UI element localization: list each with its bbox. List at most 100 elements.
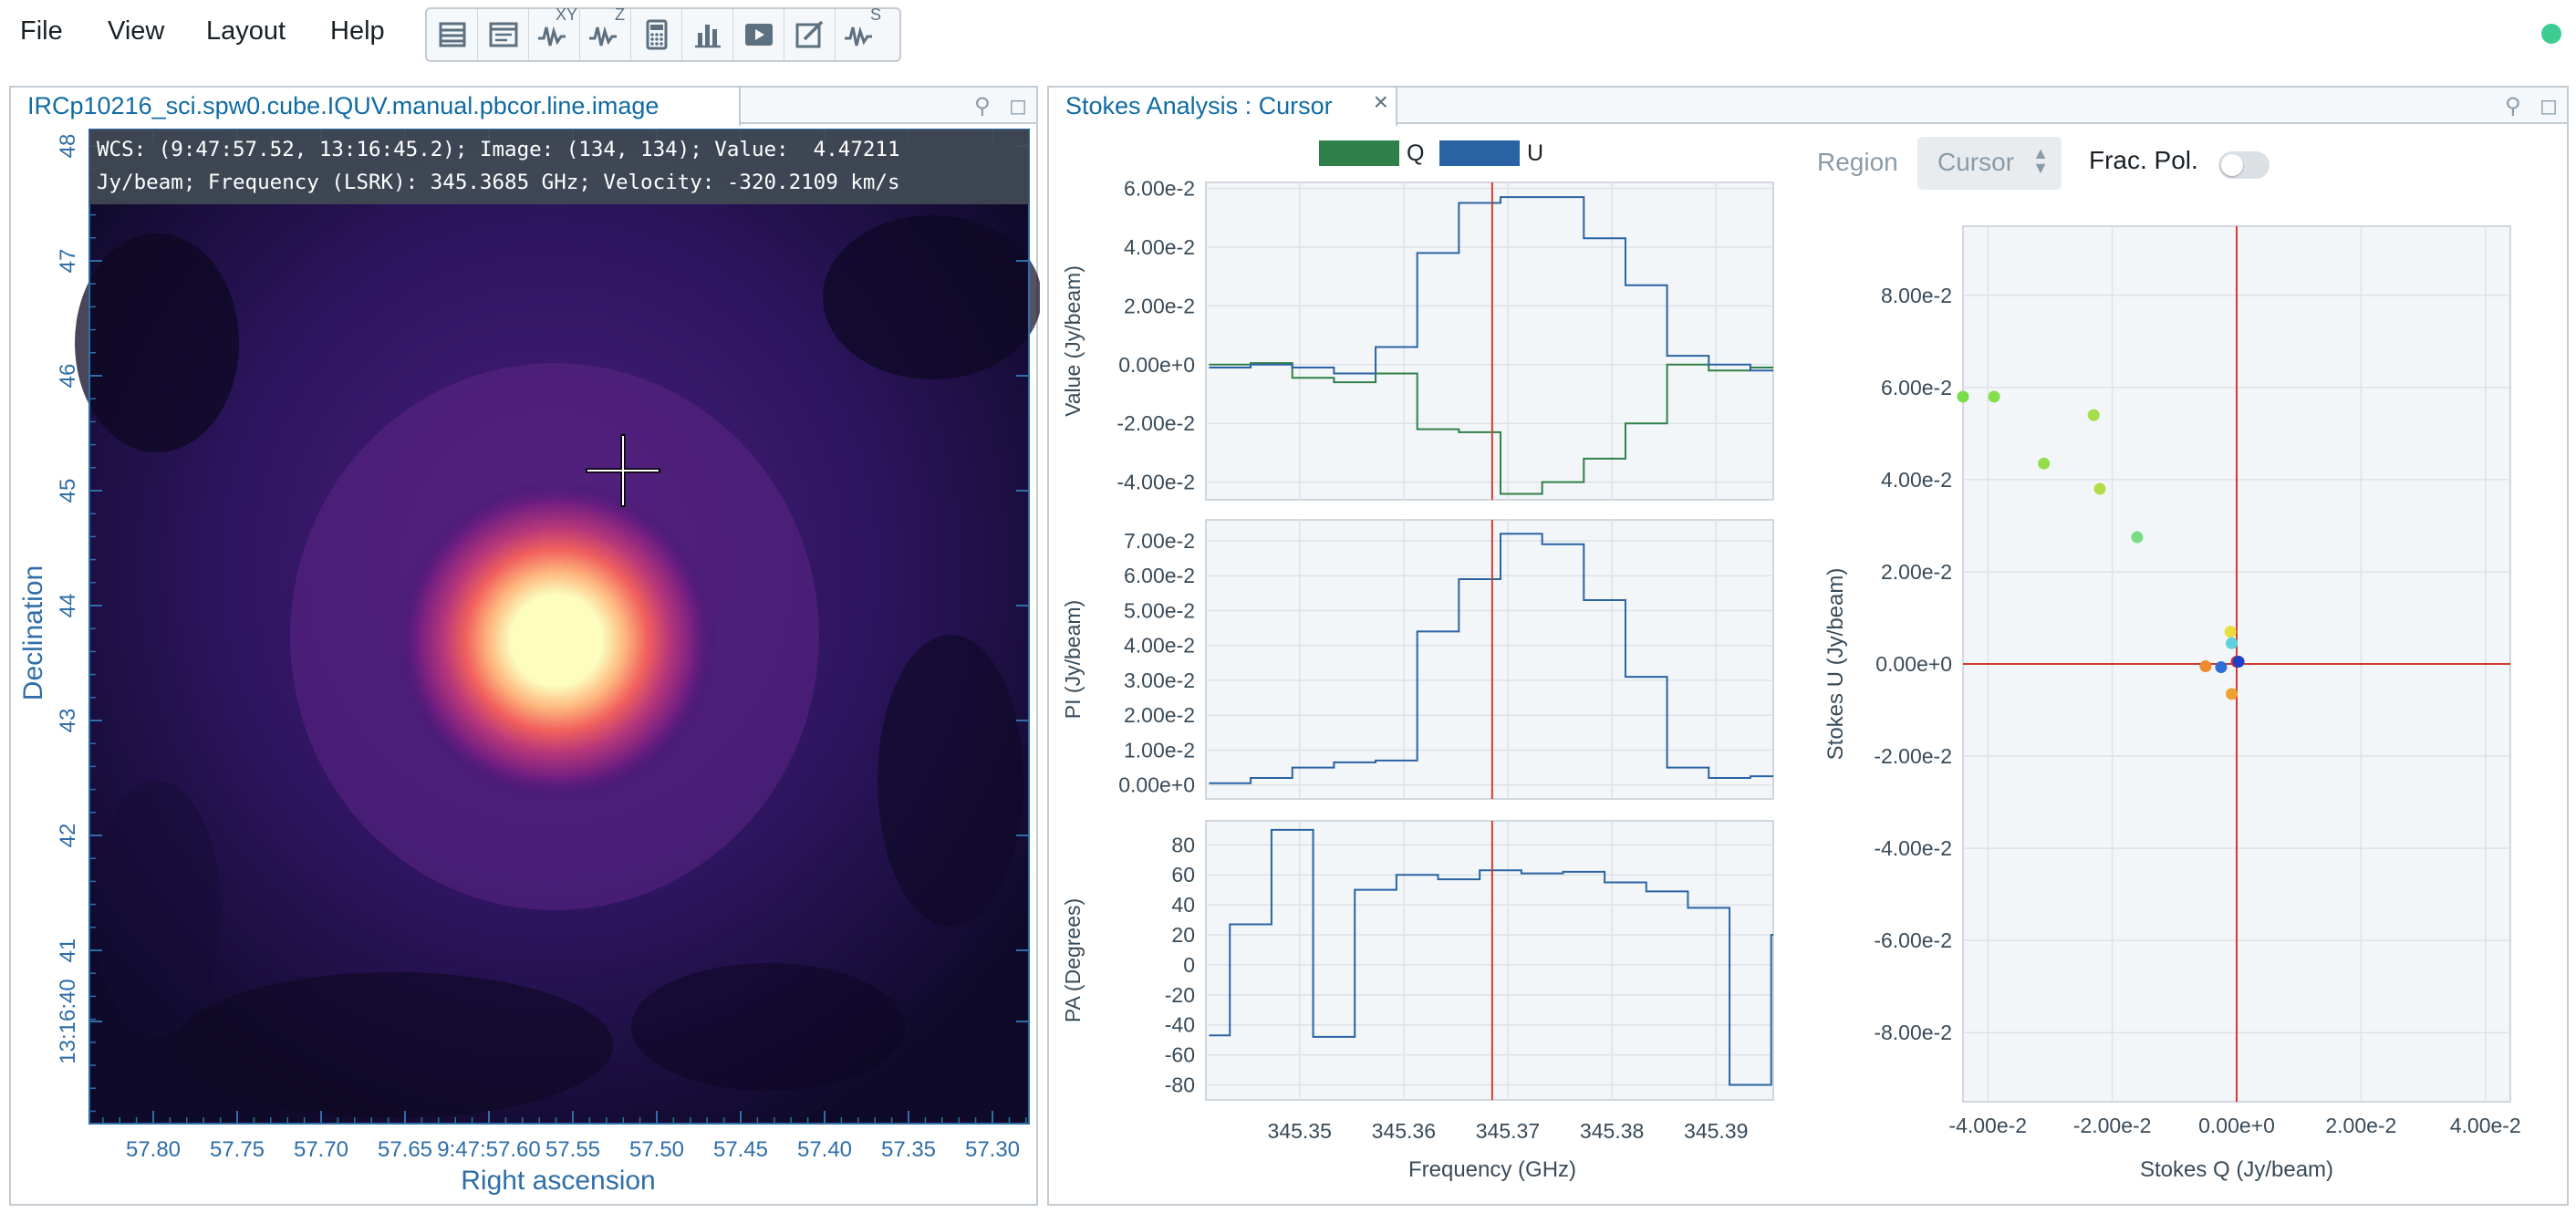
- spectral-profiler-icon: [588, 26, 617, 47]
- frac-pol-toggle[interactable]: [2218, 151, 2270, 179]
- legend-swatch-q: [1319, 140, 1399, 166]
- region-select[interactable]: Cursor ▲ ▼: [1917, 137, 2062, 190]
- stokes-maximize-icon[interactable]: ◻: [2540, 94, 2558, 119]
- stokes-pin-icon[interactable]: ⚲: [2505, 94, 2521, 119]
- layers-icon: [439, 22, 465, 47]
- polarized-intensity-plot[interactable]: 7.00e-2 6.00e-2 5.00e-2 4.00e-2 3.00e-2 2.00e…: [1061, 519, 1774, 800]
- stokes-value-plot[interactable]: 6.00e-2 4.00e-2 2.00e-2 0.00e+0 -2.00e-2 -4.0…: [1061, 176, 1774, 501]
- y-tick-label: 2.00e-2: [1124, 703, 1195, 727]
- y-tick-label: 46: [56, 364, 80, 389]
- image-viewer-tab[interactable]: IRCp10216_sci.spw0.cube.IQUV.manual.pbco…: [9, 86, 741, 126]
- layers-button[interactable]: [427, 9, 478, 60]
- connection-status-indicator: [2541, 24, 2561, 44]
- y-tick-label: -2.00e-2: [1117, 411, 1195, 435]
- stokes-charts: 6.00e-2 4.00e-2 2.00e-2 0.00e+0 -2.00e-2 -4.0…: [1061, 176, 2521, 1182]
- spatial-profiler-icon: [537, 26, 566, 47]
- x-tick-label: 57.40: [797, 1137, 852, 1162]
- s-superscript: S: [869, 5, 881, 24]
- y-tick-label: 42: [56, 824, 80, 848]
- scatter-point: [2199, 660, 2212, 673]
- menu-help[interactable]: Help: [330, 16, 385, 46]
- spectral-profiler-button[interactable]: Z: [580, 5, 631, 60]
- xy-superscript: XY: [555, 5, 577, 24]
- y-tick-label: -4.00e-2: [1117, 471, 1195, 494]
- legend-label-u: U: [1527, 140, 1544, 166]
- x-tick-label: 57.35: [881, 1137, 936, 1162]
- y-tick-label: 4.00e-2: [1124, 634, 1195, 658]
- y-tick-label: -20: [1165, 983, 1195, 1007]
- stokes-analysis-button[interactable]: S: [836, 5, 887, 60]
- series-line-q: [1209, 362, 1773, 495]
- scatter-y-tick-label: 4.00e-2: [1881, 468, 1952, 492]
- y-tick-label: 3.00e-2: [1124, 669, 1195, 692]
- stokes-qu-scatter-plot[interactable]: -4.00e-2 -2.00e-2 0.00e+0 2.00e-2 4.00e-2 8.0…: [1874, 225, 2521, 1137]
- image-list-icon: [489, 22, 517, 47]
- x-tick-label: 345.37: [1476, 1119, 1540, 1143]
- scatter-y-tick-label: 6.00e-2: [1881, 376, 1952, 399]
- image-raster: [75, 130, 1040, 1124]
- y-tick-label: 6.00e-2: [1124, 564, 1195, 587]
- y-tick-label: 47: [56, 249, 80, 274]
- x-tick-label: 57.70: [294, 1137, 348, 1162]
- x-tick-label: 57.50: [629, 1137, 684, 1162]
- z-superscript: Z: [615, 5, 625, 24]
- histogram-button[interactable]: [682, 9, 733, 60]
- plot-area: [1205, 181, 1774, 501]
- x-tick-label: 57.65: [378, 1137, 432, 1162]
- image-viewer-panel: IRCp10216_sci.spw0.cube.IQUV.manual.pbco…: [9, 86, 1040, 1208]
- scatter-y-tick-label: -6.00e-2: [1874, 928, 1952, 952]
- cursor-info-overlay: WCS: (9:47:57.52, 13:16:45.2); Image: (1…: [89, 130, 1029, 204]
- animator-button[interactable]: [733, 9, 784, 60]
- render-config-button[interactable]: [784, 9, 836, 60]
- scatter-x-tick-label: -4.00e-2: [1948, 1114, 2027, 1137]
- menu-layout[interactable]: Layout: [206, 16, 286, 46]
- y-tick-label: 1.00e-2: [1124, 738, 1195, 762]
- x-tick-label: 345.35: [1268, 1119, 1332, 1143]
- scatter-point: [1988, 390, 2000, 403]
- y-tick-label: 20: [1171, 923, 1195, 947]
- image-x-axis-label: Right ascension: [461, 1166, 655, 1196]
- legend-label-q: Q: [1407, 140, 1425, 166]
- y-tick-label: 45: [56, 479, 80, 503]
- cursor-info-line-1: WCS: (9:47:57.52, 13:16:45.2); Image: (1…: [97, 138, 900, 161]
- scatter-y-axis-label: Stokes U (Jy/beam): [1823, 568, 1848, 761]
- y-tick-label: 0.00e+0: [1118, 773, 1195, 797]
- cursor-info-line-2: Jy/beam; Frequency (LSRK): 345.3685 GHz;…: [97, 171, 900, 194]
- x-tick-label: 345.39: [1684, 1119, 1748, 1143]
- x-tick-label: 345.38: [1580, 1119, 1644, 1143]
- x-tick-label: 57.55: [545, 1137, 600, 1162]
- image-canvas[interactable]: 57.80 57.75 57.70 57.65 9:47:57.60 57.55 57.50…: [11, 88, 1040, 1208]
- stokes-analysis-panel: Stokes Analysis : Cursor × ⚲ ◻ Q U Regio…: [1047, 86, 2569, 1206]
- scatter-x-tick-label: 4.00e-2: [2450, 1114, 2521, 1137]
- scatter-y-tick-label: 2.00e-2: [1881, 560, 1952, 584]
- statistics-icon: [646, 19, 667, 50]
- frequency-axis-label: Frequency (GHz): [1408, 1157, 1576, 1182]
- y-tick-label: 7.00e-2: [1124, 529, 1195, 553]
- pin-icon[interactable]: ⚲: [974, 94, 991, 119]
- region-select-value: Cursor: [1937, 148, 2015, 176]
- y-tick-label: -80: [1165, 1073, 1195, 1097]
- menu-file[interactable]: File: [20, 16, 63, 46]
- spatial-profiler-button[interactable]: XY: [529, 5, 580, 60]
- scatter-point: [2131, 531, 2144, 544]
- scatter-x-tick-label: 0.00e+0: [2198, 1114, 2275, 1137]
- scatter-point: [2215, 661, 2228, 674]
- polarization-angle-plot[interactable]: 80 60 40 20 0 -20 -40 -60 -80 PA (Degrees) 345.35 3…: [1061, 820, 1774, 1143]
- x-tick-label: 9:47:57.60: [437, 1137, 540, 1162]
- y-tick-label: 5.00e-2: [1124, 598, 1195, 622]
- y-tick-label: 40: [1171, 893, 1195, 917]
- stokes-analysis-tab[interactable]: Stokes Analysis : Cursor ×: [1047, 86, 1397, 126]
- toggle-knob: [2221, 154, 2243, 176]
- y-tick-label: -60: [1165, 1043, 1195, 1067]
- scatter-point: [2093, 482, 2106, 495]
- scatter-x-tick-label: 2.00e-2: [2325, 1114, 2396, 1137]
- image-list-button[interactable]: [478, 9, 529, 60]
- x-tick-label: 345.36: [1372, 1119, 1436, 1143]
- maximize-icon[interactable]: ◻: [1009, 94, 1027, 119]
- close-tab-icon[interactable]: ×: [1373, 88, 1388, 116]
- statistics-button[interactable]: [631, 9, 682, 60]
- menu-view[interactable]: View: [108, 16, 165, 46]
- scatter-x-tick-label: -2.00e-2: [2073, 1114, 2152, 1137]
- y-tick-label: 48: [56, 134, 80, 159]
- region-label: Region: [1817, 148, 1898, 176]
